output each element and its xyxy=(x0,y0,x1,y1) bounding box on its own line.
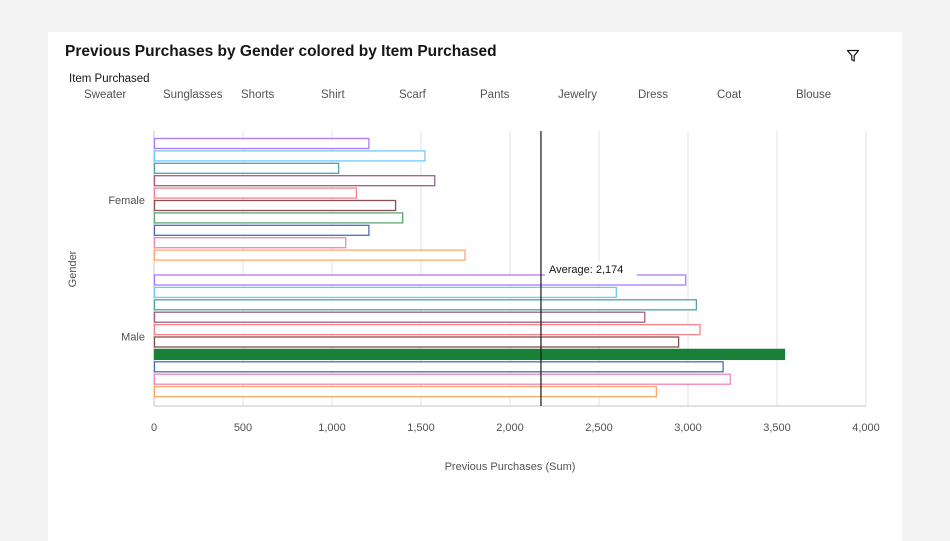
bar-male-pants xyxy=(153,336,680,348)
bar-male-coat xyxy=(153,373,731,385)
bar-male-shirt xyxy=(153,311,646,323)
x-tick-label: 1,500 xyxy=(407,422,435,434)
x-tick-label: 500 xyxy=(234,422,252,434)
legend-item-blouse[interactable]: Blouse xyxy=(796,89,832,101)
y-axis-title: Gender xyxy=(67,250,79,287)
bar-male-jewelry xyxy=(153,348,786,361)
legend-item-sweater[interactable]: Sweater xyxy=(84,89,127,101)
filter-button[interactable] xyxy=(842,46,864,66)
bar-female-shirt xyxy=(153,175,436,187)
y-category-label: Male xyxy=(121,332,145,344)
bar-male-sunglasses xyxy=(153,286,617,299)
bar-female-shorts xyxy=(153,162,340,174)
bar-female-jewelry xyxy=(153,212,404,224)
legend-item-pants[interactable]: Pants xyxy=(480,89,510,101)
legend-title: Item Purchased xyxy=(69,73,150,85)
x-axis-title: Previous Purchases (Sum) xyxy=(445,461,576,473)
y-category-label: Female xyxy=(108,195,145,207)
bar-male-blouse xyxy=(153,385,658,398)
legend-item-jewelry[interactable]: Jewelry xyxy=(558,89,597,101)
legend-item-shirt[interactable]: Shirt xyxy=(321,89,345,101)
x-tick-label: 4,000 xyxy=(852,422,880,434)
x-tick-label: 2,000 xyxy=(496,422,524,434)
x-tick-label: 3,000 xyxy=(674,422,702,434)
filter-icon xyxy=(846,49,860,62)
legend-item-dress[interactable]: Dress xyxy=(638,89,669,101)
average-label-background xyxy=(544,261,637,277)
bar-male-dress xyxy=(153,361,724,373)
bar-female-dress xyxy=(153,224,370,236)
chart-card: Previous Purchases by Gender colored by … xyxy=(48,32,902,541)
bar-female-scarf xyxy=(153,187,358,199)
legend-item-coat[interactable]: Coat xyxy=(717,89,742,101)
x-tick-label: 1,000 xyxy=(318,422,346,434)
legend-item-scarf[interactable]: Scarf xyxy=(399,89,426,101)
bar-male-scarf xyxy=(153,323,701,336)
x-tick-label: 3,500 xyxy=(763,422,791,434)
chart-title: Previous Purchases by Gender colored by … xyxy=(65,43,497,60)
bar-female-sunglasses xyxy=(153,150,426,162)
legend-item-sunglasses[interactable]: Sunglasses xyxy=(163,89,223,101)
x-tick-label: 2,500 xyxy=(585,422,613,434)
legend-item-shorts[interactable]: Shorts xyxy=(241,89,275,101)
x-tick-label: 0 xyxy=(151,422,157,434)
bar-female-pants xyxy=(153,199,397,212)
bar-male-sweater xyxy=(153,274,687,286)
bar-male-shorts xyxy=(153,299,698,311)
bar-female-coat xyxy=(153,237,347,249)
bar-female-sweater xyxy=(153,137,370,150)
average-label: Average: 2,174 xyxy=(549,264,623,276)
bar-female-blouse xyxy=(153,249,466,261)
